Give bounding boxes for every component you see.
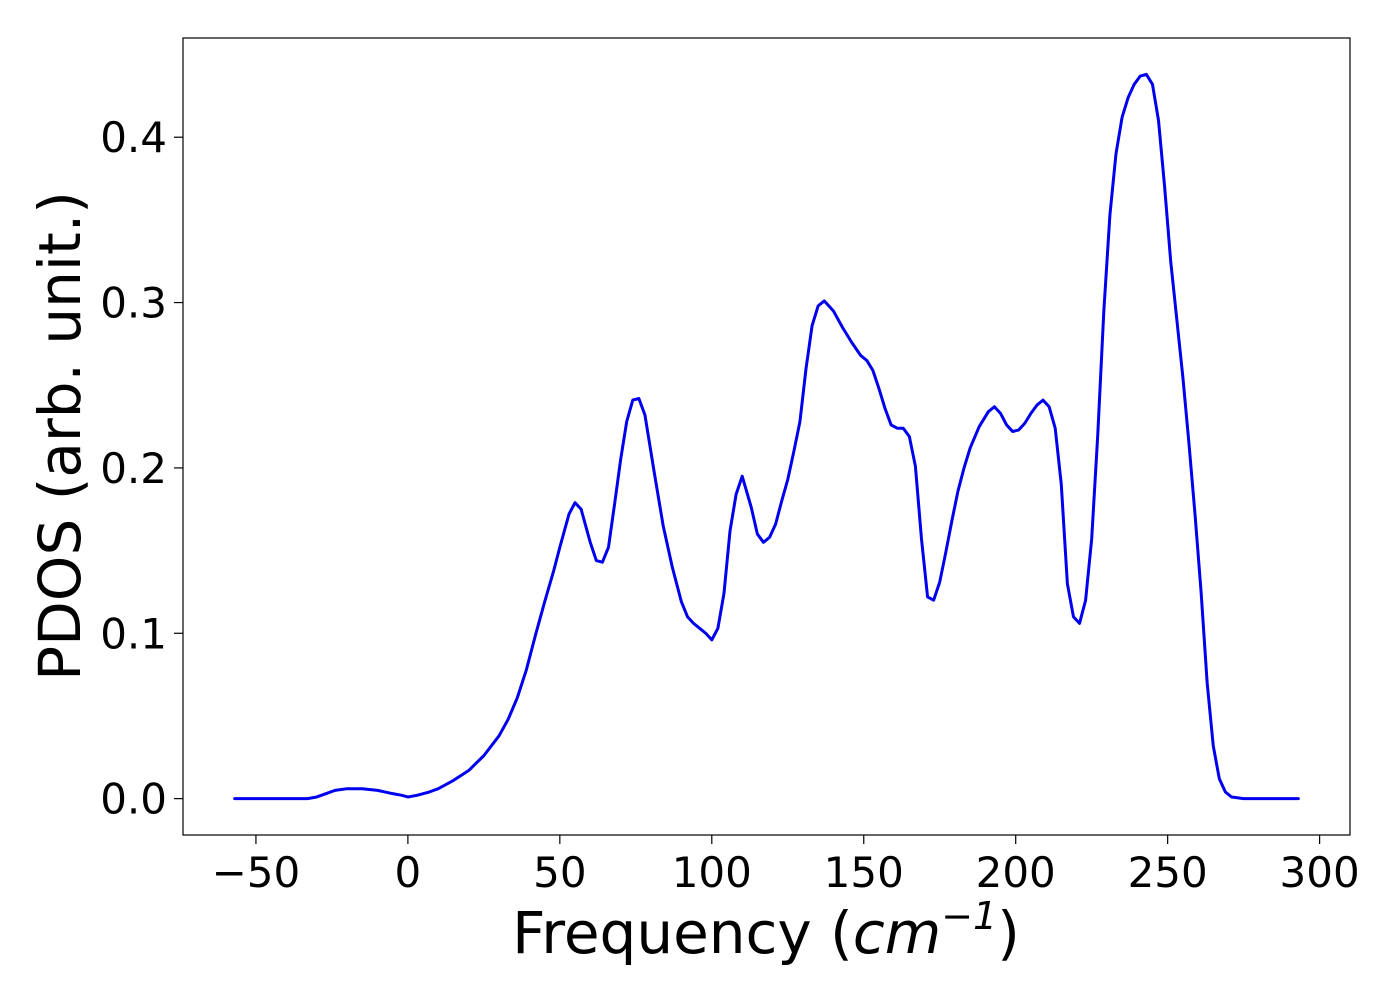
y-tick-label: 0.4 [100,113,167,162]
x-axis-ticks: −50 0 50 100 150 200 250 300 [212,835,1360,897]
y-axis-label: PDOS (arb. unit.) [26,191,94,681]
x-tick-label: 200 [976,848,1056,897]
y-tick-label: 0.2 [100,444,167,493]
x-tick-label: 250 [1128,848,1208,897]
x-tick-label: 50 [533,848,586,897]
x-tick-label: 100 [672,848,752,897]
pdos-series-line [233,72,1300,801]
y-tick-label: 0.0 [100,775,167,824]
x-tick-label: 0 [395,848,422,897]
y-tick-label: 0.3 [100,279,167,328]
plot-frame [182,37,1351,836]
y-tick-label: 0.1 [100,609,167,658]
y-axis-ticks: 0.0 0.1 0.2 0.3 0.4 [100,113,183,824]
x-axis-label: Frequency (cm−1) [512,894,1020,967]
x-tick-label: −50 [212,848,301,897]
x-tick-label: 150 [824,848,904,897]
x-tick-label: 300 [1280,848,1360,897]
